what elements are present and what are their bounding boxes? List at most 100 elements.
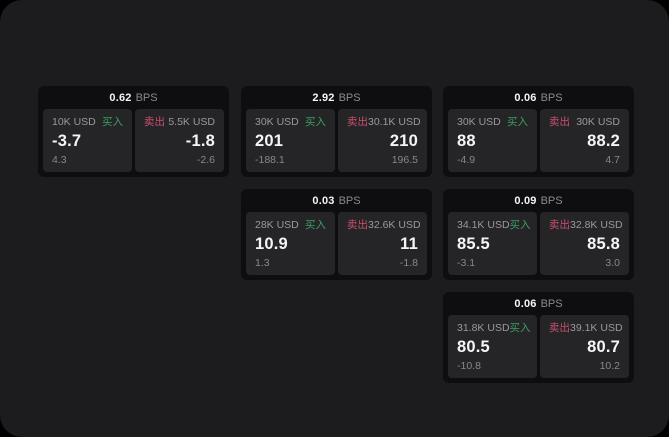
sell-panel[interactable]: 卖出 30.1K USD 210 196.5 bbox=[338, 109, 427, 172]
sell-tag: 卖出 bbox=[549, 322, 570, 334]
bps-value: 2.92 bbox=[312, 91, 335, 104]
sell-tag: 卖出 bbox=[347, 116, 368, 128]
buy-price-value: 88 bbox=[457, 132, 476, 150]
buy-panel-top: 28K USD 买入 bbox=[255, 219, 326, 231]
quote-card: 0.06 BPS 30K USD 买入 88 -4.9 卖出 30K USD 8… bbox=[443, 86, 634, 177]
bps-header: 0.03 BPS bbox=[246, 189, 427, 212]
buy-panel-top: 30K USD 买入 bbox=[255, 116, 326, 128]
buy-sell-panels: 28K USD 买入 10.9 1.3 卖出 32.6K USD 11 -1.8 bbox=[246, 212, 427, 275]
sell-panel[interactable]: 卖出 30K USD 88.2 4.7 bbox=[540, 109, 629, 172]
buy-panel[interactable]: 10K USD 买入 -3.7 4.3 bbox=[43, 109, 132, 172]
sell-panel-top: 卖出 32.8K USD bbox=[549, 219, 623, 231]
buy-panel[interactable]: 30K USD 买入 88 -4.9 bbox=[448, 109, 537, 172]
quote-card: 0.09 BPS 34.1K USD 买入 85.5 -3.1 卖出 32.8K… bbox=[443, 189, 634, 280]
buy-sub-value: -3.1 bbox=[457, 257, 476, 269]
buy-price-value: 201 bbox=[255, 132, 284, 150]
sell-price-value: 88.2 bbox=[587, 132, 620, 150]
sell-tag: 卖出 bbox=[144, 116, 165, 128]
bps-value: 0.09 bbox=[514, 194, 537, 207]
sell-panel[interactable]: 卖出 39.1K USD 80.7 10.2 bbox=[540, 315, 629, 378]
sell-amount-label: 32.8K USD bbox=[570, 219, 623, 231]
sell-tag: 卖出 bbox=[549, 116, 570, 128]
buy-amount-label: 30K USD bbox=[255, 116, 299, 128]
sell-sub-value: 3.0 bbox=[605, 257, 620, 269]
buy-sell-panels: 34.1K USD 买入 85.5 -3.1 卖出 32.8K USD 85.8… bbox=[448, 212, 629, 275]
bps-unit-label: BPS bbox=[338, 194, 361, 207]
sell-amount-label: 32.6K USD bbox=[368, 219, 421, 231]
bps-header: 0.09 BPS bbox=[448, 189, 629, 212]
sell-panel-top: 卖出 39.1K USD bbox=[549, 322, 623, 334]
buy-panel-top: 10K USD 买入 bbox=[52, 116, 123, 128]
buy-sell-panels: 10K USD 买入 -3.7 4.3 卖出 5.5K USD -1.8 -2.… bbox=[43, 109, 224, 172]
sell-price-value: -1.8 bbox=[185, 132, 215, 150]
buy-sell-panels: 30K USD 买入 201 -188.1 卖出 30.1K USD 210 1… bbox=[246, 109, 427, 172]
sell-panel-top: 卖出 30K USD bbox=[549, 116, 620, 128]
sell-sub-value: 4.7 bbox=[605, 154, 620, 166]
bps-unit-label: BPS bbox=[338, 91, 361, 104]
buy-sub-value: -10.8 bbox=[457, 360, 481, 372]
buy-sub-value: 4.3 bbox=[52, 154, 67, 166]
buy-panel[interactable]: 31.8K USD 买入 80.5 -10.8 bbox=[448, 315, 537, 378]
sell-sub-value: -1.8 bbox=[399, 257, 418, 269]
buy-panel-top: 30K USD 买入 bbox=[457, 116, 528, 128]
bps-unit-label: BPS bbox=[540, 91, 563, 104]
sell-amount-label: 39.1K USD bbox=[570, 322, 623, 334]
sell-sub-value: -2.6 bbox=[196, 154, 215, 166]
buy-amount-label: 34.1K USD bbox=[457, 219, 510, 231]
bps-header: 2.92 BPS bbox=[246, 86, 427, 109]
buy-amount-label: 31.8K USD bbox=[457, 322, 510, 334]
sell-sub-value: 10.2 bbox=[599, 360, 620, 372]
buy-tag: 买入 bbox=[509, 322, 531, 334]
bps-header: 0.06 BPS bbox=[448, 292, 629, 315]
buy-amount-label: 30K USD bbox=[457, 116, 501, 128]
bps-value: 0.62 bbox=[109, 91, 132, 104]
buy-tag: 买入 bbox=[102, 116, 123, 128]
bps-unit-label: BPS bbox=[135, 91, 158, 104]
buy-panel-top: 34.1K USD 买入 bbox=[457, 219, 531, 231]
buy-sub-value: 1.3 bbox=[255, 257, 270, 269]
sell-price-value: 85.8 bbox=[587, 235, 620, 253]
sell-sub-value: 196.5 bbox=[391, 154, 418, 166]
bps-unit-label: BPS bbox=[540, 297, 563, 310]
buy-price-value: -3.7 bbox=[52, 132, 82, 150]
buy-amount-label: 28K USD bbox=[255, 219, 299, 231]
bps-header: 0.06 BPS bbox=[448, 86, 629, 109]
buy-panel-top: 31.8K USD 买入 bbox=[457, 322, 531, 334]
sell-panel[interactable]: 卖出 5.5K USD -1.8 -2.6 bbox=[135, 109, 224, 172]
sell-price-value: 11 bbox=[400, 235, 418, 253]
sell-tag: 卖出 bbox=[347, 219, 368, 231]
bps-value: 0.03 bbox=[312, 194, 335, 207]
buy-price-value: 80.5 bbox=[457, 338, 490, 356]
sell-panel-top: 卖出 5.5K USD bbox=[144, 116, 215, 128]
buy-price-value: 85.5 bbox=[457, 235, 490, 253]
buy-sub-value: -188.1 bbox=[255, 154, 285, 166]
sell-amount-label: 5.5K USD bbox=[168, 116, 215, 128]
sell-panel[interactable]: 卖出 32.8K USD 85.8 3.0 bbox=[540, 212, 629, 275]
buy-panel[interactable]: 28K USD 买入 10.9 1.3 bbox=[246, 212, 335, 275]
buy-sell-panels: 31.8K USD 买入 80.5 -10.8 卖出 39.1K USD 80.… bbox=[448, 315, 629, 378]
bps-unit-label: BPS bbox=[540, 194, 563, 207]
bps-value: 0.06 bbox=[514, 91, 537, 104]
quote-card: 0.62 BPS 10K USD 买入 -3.7 4.3 卖出 5.5K USD… bbox=[38, 86, 229, 177]
buy-price-value: 10.9 bbox=[255, 235, 288, 253]
sell-amount-label: 30.1K USD bbox=[368, 116, 421, 128]
buy-tag: 买入 bbox=[305, 116, 326, 128]
quote-card: 0.03 BPS 28K USD 买入 10.9 1.3 卖出 32.6K US… bbox=[241, 189, 432, 280]
buy-tag: 买入 bbox=[507, 116, 528, 128]
buy-panel[interactable]: 34.1K USD 买入 85.5 -3.1 bbox=[448, 212, 537, 275]
bps-value: 0.06 bbox=[514, 297, 537, 310]
sell-panel[interactable]: 卖出 32.6K USD 11 -1.8 bbox=[338, 212, 427, 275]
buy-tag: 买入 bbox=[509, 219, 531, 231]
sell-amount-label: 30K USD bbox=[576, 116, 620, 128]
bps-header: 0.62 BPS bbox=[43, 86, 224, 109]
sell-tag: 卖出 bbox=[549, 219, 570, 231]
quote-card: 2.92 BPS 30K USD 买入 201 -188.1 卖出 30.1K … bbox=[241, 86, 432, 177]
sell-price-value: 80.7 bbox=[587, 338, 620, 356]
buy-sub-value: -4.9 bbox=[457, 154, 476, 166]
sell-price-value: 210 bbox=[389, 132, 418, 150]
sell-panel-top: 卖出 30.1K USD bbox=[347, 116, 421, 128]
buy-panel[interactable]: 30K USD 买入 201 -188.1 bbox=[246, 109, 335, 172]
buy-sell-panels: 30K USD 买入 88 -4.9 卖出 30K USD 88.2 4.7 bbox=[448, 109, 629, 172]
